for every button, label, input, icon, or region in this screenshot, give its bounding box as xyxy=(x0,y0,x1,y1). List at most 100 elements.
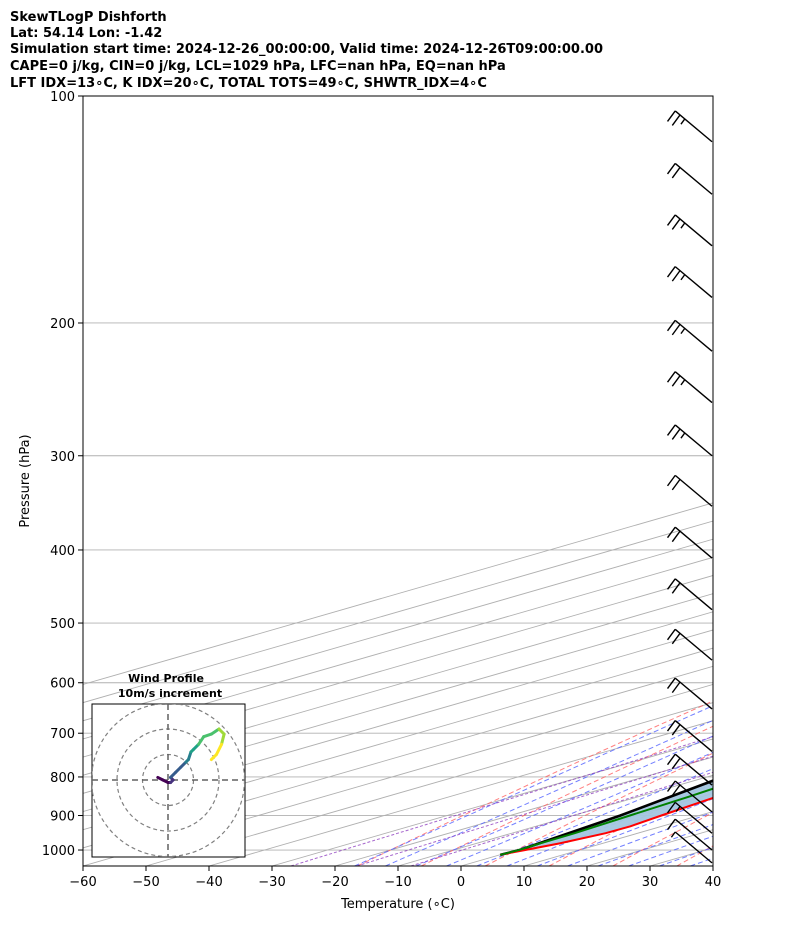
dewpoint-profile xyxy=(499,787,713,856)
isotherm xyxy=(271,738,713,866)
y-tick-label: 200 xyxy=(50,317,75,332)
hodograph-segment xyxy=(197,735,206,746)
header-location: Lat: 54.14 Lon: -1.42 xyxy=(10,26,162,41)
hodograph xyxy=(92,704,245,857)
x-tick-label: 10 xyxy=(516,875,533,890)
mixing-ratio-line xyxy=(290,736,713,866)
mixing-ratio-line xyxy=(356,755,713,866)
x-axis-label: Temperature (∘C) xyxy=(340,897,455,912)
moist-adiabat xyxy=(567,811,713,866)
wind-barb xyxy=(666,753,713,786)
profile-lines xyxy=(499,779,713,857)
header-title: SkewTLogP Dishforth xyxy=(10,10,167,25)
hodograph-segment xyxy=(214,742,224,756)
y-tick-label: 500 xyxy=(50,617,75,632)
wind-barb xyxy=(666,214,713,247)
isotherm xyxy=(523,811,713,866)
wind-barb xyxy=(666,780,713,813)
x-tick-label: −30 xyxy=(258,875,285,890)
moist-adiabat xyxy=(597,824,713,866)
isotherm xyxy=(83,556,713,740)
isotherm xyxy=(83,665,713,849)
x-tick-label: −60 xyxy=(69,875,96,890)
x-tick-label: −20 xyxy=(321,875,348,890)
wind-barbs xyxy=(666,110,713,864)
moist-adiabat xyxy=(476,768,713,866)
moist-adiabat xyxy=(415,735,713,866)
shaded-area xyxy=(500,780,713,855)
hodograph-segment xyxy=(209,727,221,736)
hodograph-segment xyxy=(220,732,226,746)
isotherm xyxy=(397,774,713,866)
y-tick-label: 800 xyxy=(50,771,75,786)
wind-barb xyxy=(670,831,713,864)
wind-profile-inset: Wind Profile 10m/s increment xyxy=(91,672,246,858)
dry-adiabat xyxy=(484,752,713,866)
wind-barb xyxy=(666,474,713,507)
x-tick-label: −50 xyxy=(132,875,159,890)
isotherm xyxy=(145,702,713,866)
moist-adiabat xyxy=(721,96,794,866)
temperature-profile xyxy=(499,796,713,856)
axis-ticks: −60 −50 −40 −30 −20 −10 0 10 20 30 40 100 200 300 400 5… xyxy=(42,90,721,890)
isotherm xyxy=(83,611,713,794)
dry-adiabat xyxy=(741,96,794,866)
wind-barb xyxy=(666,801,713,834)
dry-adiabat xyxy=(612,812,713,866)
wind-barb xyxy=(666,818,713,851)
chart-header: SkewTLogP Dishforth Lat: 54.14 Lon: -1.4… xyxy=(10,10,603,91)
x-tick-label: 30 xyxy=(642,875,659,890)
wind-barb xyxy=(666,371,713,404)
wind-barb xyxy=(666,319,713,352)
isotherm xyxy=(460,792,713,866)
hodograph-segment xyxy=(209,753,218,762)
moist-adiabat xyxy=(446,751,713,866)
moist-adiabat xyxy=(537,798,713,866)
parcel-profile xyxy=(499,779,713,857)
isotherm xyxy=(83,647,713,831)
isotherm xyxy=(208,720,713,866)
moist-adiabat xyxy=(506,783,713,866)
wind-barb xyxy=(666,424,713,457)
x-tick-label: −40 xyxy=(195,875,222,890)
isotherm xyxy=(83,683,713,866)
wind-barb xyxy=(666,266,713,298)
inset-title: Wind Profile xyxy=(128,672,204,685)
moist-adiabat xyxy=(354,705,713,866)
wind-barb xyxy=(666,677,713,710)
cape-cin-shading xyxy=(500,780,713,855)
header-times: Simulation start time: 2024-12-26_00:00:… xyxy=(10,42,603,57)
mixing-ratio-line xyxy=(410,771,713,866)
wind-barb xyxy=(666,162,713,195)
dry-adiabat xyxy=(676,845,713,866)
x-tick-label: 0 xyxy=(457,875,465,890)
moist-adiabat xyxy=(690,857,713,866)
wind-barb xyxy=(666,628,713,661)
wind-barb xyxy=(666,578,713,611)
header-indices-2: LFT IDX=13∘C, K IDX=20∘C, TOTAL TOTS=49∘… xyxy=(10,76,487,91)
isotherm xyxy=(334,756,713,866)
y-tick-label: 100 xyxy=(50,90,75,105)
isotherm xyxy=(586,829,713,866)
y-axis-label: Pressure (hPa) xyxy=(18,434,33,527)
wind-barb xyxy=(666,110,713,143)
x-tick-label: 20 xyxy=(579,875,596,890)
isotherm xyxy=(83,629,713,813)
dry-adiabat xyxy=(421,725,713,866)
header-indices-1: CAPE=0 j/kg, CIN=0 j/kg, LCL=1029 hPa, L… xyxy=(10,59,506,74)
y-tick-label: 300 xyxy=(50,450,75,465)
x-tick-label: −10 xyxy=(384,875,411,890)
y-tick-label: 600 xyxy=(50,677,75,692)
dry-adiabat xyxy=(357,700,713,866)
y-tick-label: 700 xyxy=(50,727,75,742)
y-tick-label: 900 xyxy=(50,810,75,825)
y-tick-label: 400 xyxy=(50,544,75,559)
wind-barb xyxy=(666,526,713,559)
inset-subtitle: 10m/s increment xyxy=(118,687,222,700)
moist-adiabat xyxy=(385,719,713,866)
y-tick-label: 1000 xyxy=(42,844,75,859)
wind-barb xyxy=(666,720,713,752)
x-tick-label: 40 xyxy=(705,875,722,890)
isotherm xyxy=(712,865,713,866)
